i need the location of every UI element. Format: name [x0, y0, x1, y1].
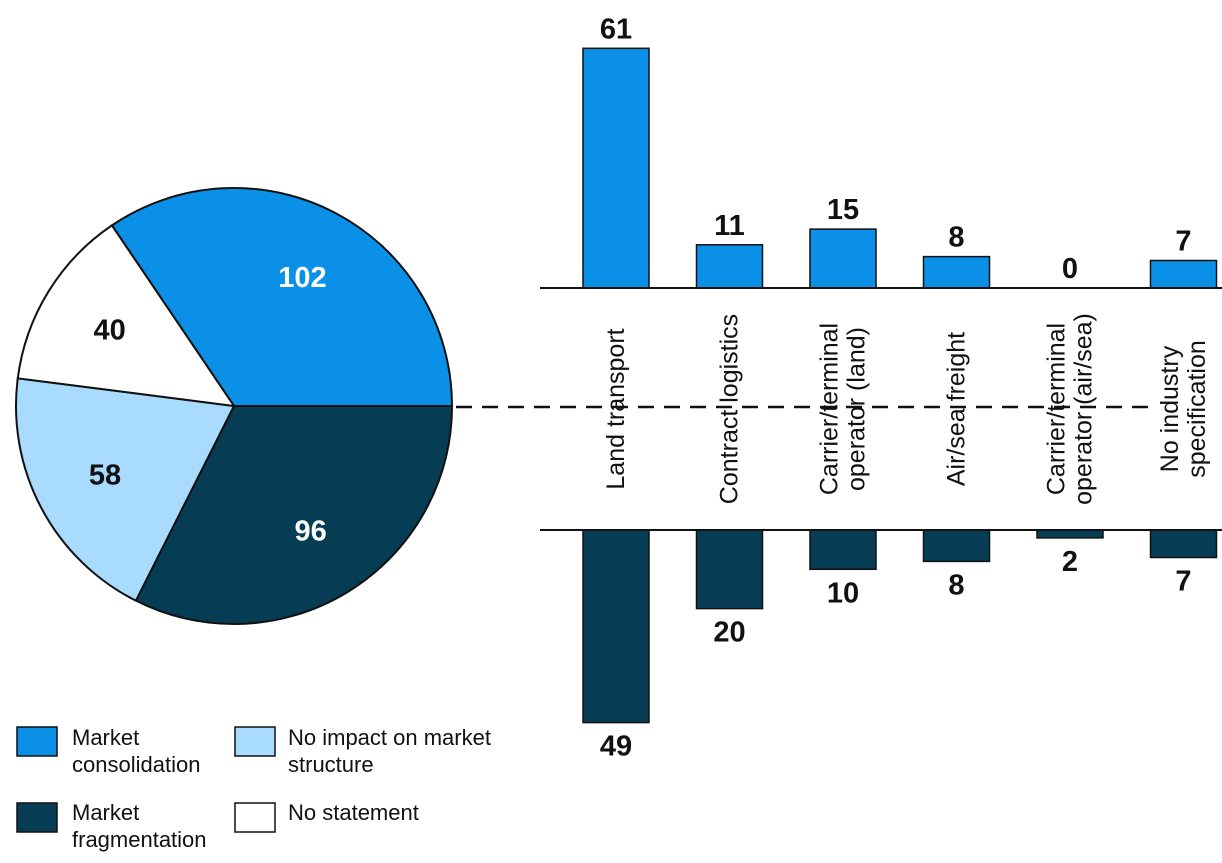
- bar-consolidation-1: [695, 244, 764, 289]
- bar-label-fragmentation-5: 7: [1175, 566, 1191, 598]
- bar-fragmentation-4: [1036, 529, 1104, 539]
- pie-label-no-statement: 40: [93, 314, 125, 346]
- bar-label-consolidation-5: 7: [1175, 226, 1191, 258]
- category-label-0-0: Land transport: [602, 328, 630, 489]
- bar-label-fragmentation-1: 20: [713, 617, 745, 649]
- bar-label-consolidation-1: 11: [714, 210, 745, 242]
- category-label-5-0: No industry: [1156, 345, 1184, 472]
- category-label-2-0: Carrier/terminal: [816, 323, 844, 495]
- bar-fragmentation-1: [695, 529, 764, 610]
- bar-label-fragmentation-4: 2: [1062, 546, 1078, 578]
- pie-label-consolidation: 102: [278, 262, 326, 294]
- bar-chart: Land transport Contract logistics Carrier/…: [540, 13, 1222, 763]
- bar-fragmentation-2: [809, 529, 877, 571]
- bar-label-fragmentation-0: 49: [600, 731, 632, 763]
- legend-label-fragmentation-0: Market: [72, 800, 139, 825]
- bar-label-consolidation-2: 15: [827, 194, 859, 226]
- pie-slice-consolidation: [110, 187, 454, 407]
- category-label-3-0: Air/sea freight: [943, 332, 971, 486]
- legend-swatch-no-impact: [234, 726, 276, 757]
- pie-slice-fragmentation: [134, 405, 454, 625]
- bar-label-fragmentation-2: 10: [827, 577, 859, 609]
- legend-label-fragmentation-1: fragmentation: [72, 827, 207, 852]
- legend-swatch-no-statement: [234, 802, 276, 833]
- legend-label-no-impact-1: structure: [288, 752, 374, 777]
- category-label-4-1: operator (air/sea): [1070, 313, 1098, 505]
- bar-consolidation-2: [809, 228, 877, 289]
- bar-label-consolidation-0: 61: [600, 13, 632, 45]
- category-label-1-0: Contract logistics: [716, 314, 744, 504]
- bar-consolidation-3: [922, 255, 991, 289]
- legend-swatch-consolidation: [16, 726, 58, 757]
- legend-label-no-statement-0: No statement: [288, 800, 419, 825]
- pie-chart: 102 96 58 40: [15, 187, 454, 625]
- bar-consolidation-5: [1149, 259, 1218, 289]
- legend-swatch-fragmentation: [16, 802, 58, 833]
- pie-label-fragmentation: 96: [294, 515, 326, 547]
- legend-label-consolidation-0: Market: [72, 725, 139, 750]
- bar-fragmentation-0: [582, 529, 650, 724]
- bar-label-consolidation-3: 8: [948, 222, 964, 254]
- legend-label-consolidation-1: consolidation: [72, 752, 200, 777]
- bar-consolidation-0: [582, 47, 650, 289]
- bar-fragmentation-3: [922, 529, 991, 563]
- pie-slice-no-statement: [16, 223, 237, 408]
- category-label-2-1: operator (land): [843, 327, 871, 491]
- bar-label-consolidation-4: 0: [1062, 253, 1078, 285]
- category-label-4-0: Carrier/terminal: [1043, 323, 1071, 495]
- category-label-5-1: specification: [1183, 340, 1211, 478]
- pie-slice-no-impact: [15, 377, 236, 603]
- legend-label-no-impact-0: No impact on market: [288, 725, 491, 750]
- bar-fragmentation-5: [1149, 529, 1218, 559]
- bar-label-fragmentation-3: 8: [948, 569, 964, 601]
- pie-label-no-impact: 58: [89, 460, 121, 492]
